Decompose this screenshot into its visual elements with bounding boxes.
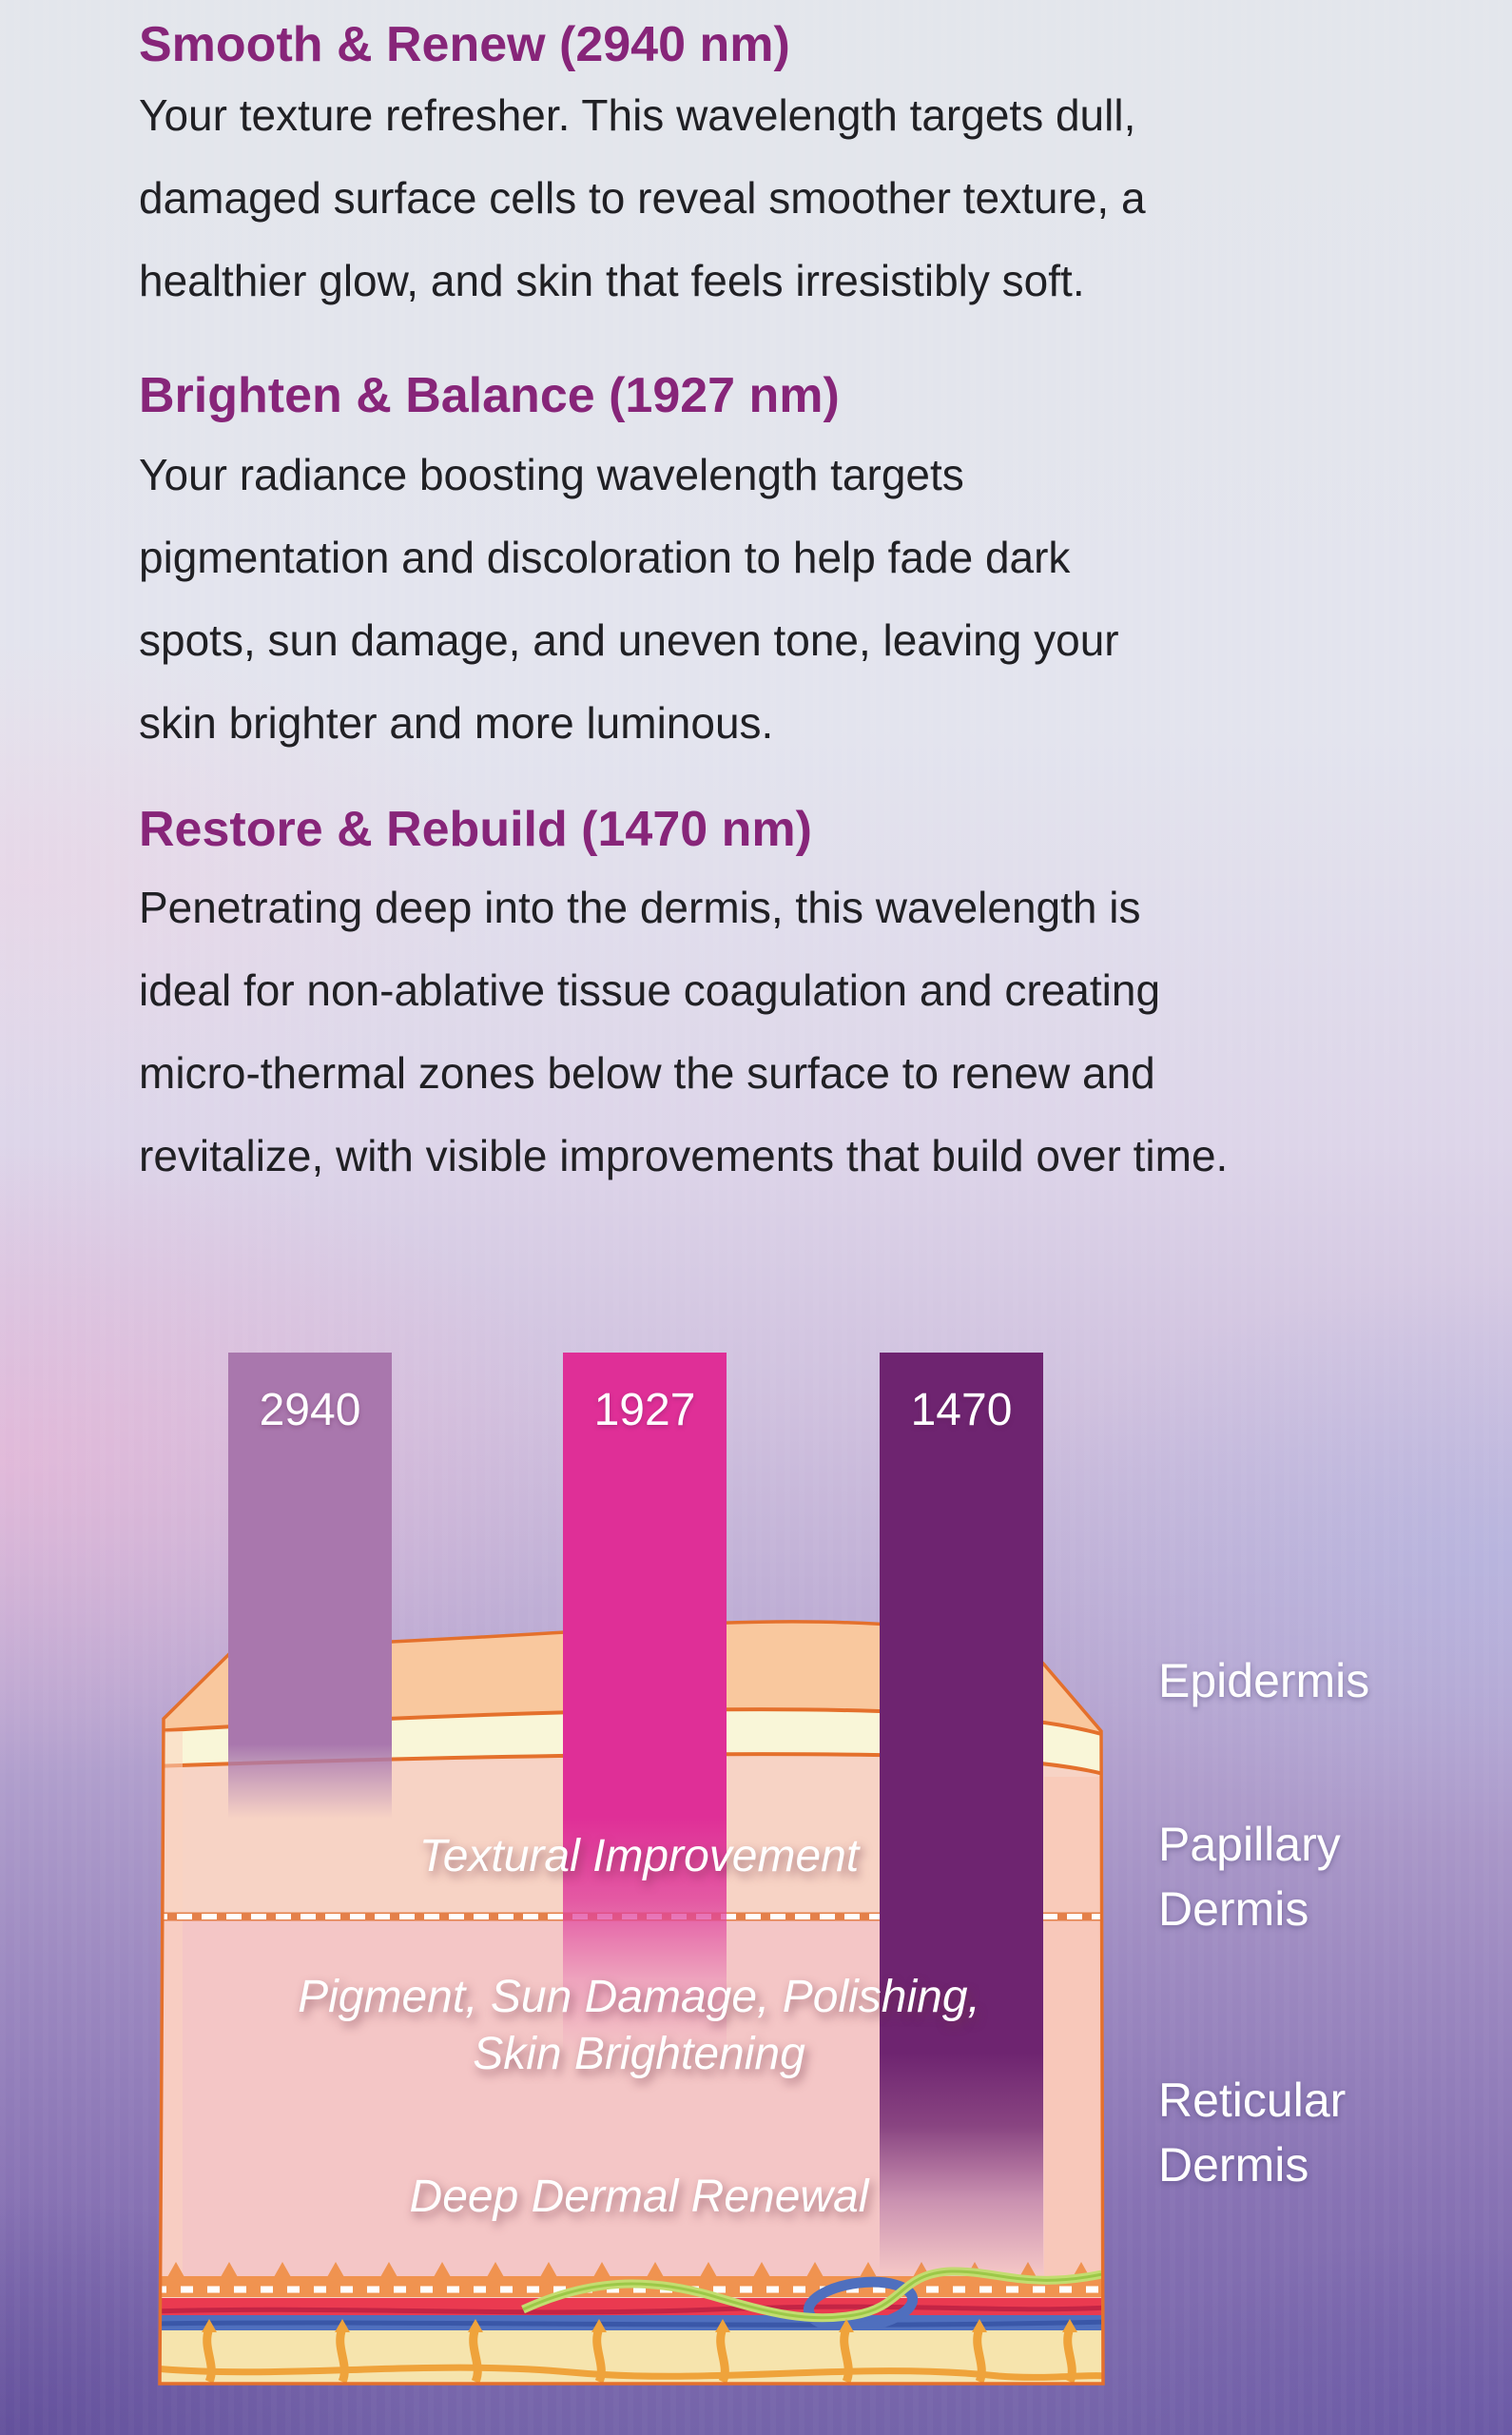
zone-label-deep-dermal-renewal: Deep Dermal Renewal: [409, 2172, 869, 2222]
section-body-smooth-renew: Your texture refresher. This wavelength …: [139, 90, 1146, 305]
nerve-green-core: [522, 2269, 1103, 2320]
layer-label-reticular-dermis: Reticular Dermis: [1158, 2074, 1347, 2192]
bar-1470-label: 1470: [910, 1385, 1013, 1435]
section-body-brighten-balance: Your radiance boosting wavelength target…: [139, 450, 1119, 748]
blue-vessel-line: [160, 2319, 1103, 2328]
bar-1470: 1470: [880, 1353, 1043, 2273]
section-body-restore-rebuild: Penetrating deep into the dermis, this w…: [139, 883, 1229, 1180]
zone-label-pigment-brightening: Pigment, Sun Damage, Polishing, Skin Bri…: [298, 1972, 980, 2079]
red-vessel-line: [160, 2304, 1103, 2315]
bar-1927: 1927: [563, 1353, 727, 2056]
zone-label-textural-improvement: Textural Improvement: [418, 1831, 860, 1881]
layer-label-papillary-dermis: Papillary Dermis: [1158, 1818, 1341, 1936]
right-edge-highlight: [1044, 1777, 1103, 2330]
layer-label-epidermis: Epidermis: [1158, 1654, 1370, 1707]
section-heading-restore-rebuild: Restore & Rebuild (1470 nm): [139, 802, 812, 857]
vessel-loop: [803, 2276, 919, 2333]
section-heading-brighten-balance: Brighten & Balance (1927 nm): [139, 368, 840, 423]
bar-1927-label: 1927: [593, 1385, 696, 1435]
bar-2940-label: 2940: [259, 1385, 361, 1435]
fat-septa: [160, 2327, 1103, 2384]
section-heading-smooth-renew: Smooth & Renew (2940 nm): [139, 17, 790, 72]
bar-2940: 2940: [228, 1353, 392, 1819]
